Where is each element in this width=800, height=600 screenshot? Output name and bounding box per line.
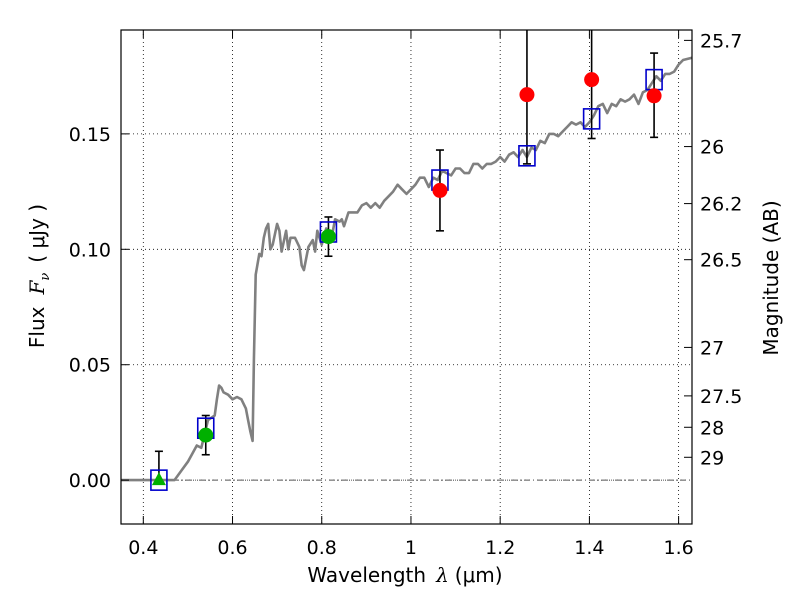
x-tick-label-1: 0.6 xyxy=(217,537,247,559)
x-tick-label-5: 1.4 xyxy=(574,537,604,559)
mag-tick-label-1: 26 xyxy=(700,137,724,159)
observed-points xyxy=(151,72,662,486)
x-axis-label: Wavelength xyxy=(307,563,426,587)
plot-frame xyxy=(120,29,693,525)
magnitude-ticks: 25.7 26 26.2 26.5 27 27.5 28 29 xyxy=(684,30,742,469)
x-tick-label-2: 0.8 xyxy=(307,537,337,559)
model-photometry-box-0 xyxy=(150,469,168,491)
mag-tick-label-6: 28 xyxy=(700,417,724,439)
y-tick-label-1: 0.05 xyxy=(69,355,111,377)
observed-point-5 xyxy=(584,72,600,88)
x-tick-label-6: 1.6 xyxy=(664,537,694,559)
x-ticks: 0.4 0.6 0.8 1 1.2 1.4 1.6 xyxy=(128,30,694,559)
y-tick-label-3: 0.15 xyxy=(69,124,111,146)
observed-triangle-0 xyxy=(151,472,166,486)
x-tick-label-4: 1.2 xyxy=(485,537,515,559)
mag-tick-label-3: 26.5 xyxy=(700,250,742,272)
model-spectrum-line xyxy=(121,56,693,482)
observed-point-3 xyxy=(432,182,448,198)
y-axis-unit: ( μJy ) xyxy=(25,204,49,263)
x-tick-label-3: 1 xyxy=(405,537,417,559)
mag-tick-label-0: 25.7 xyxy=(700,30,742,52)
observed-point-2 xyxy=(320,229,336,245)
observed-point-6 xyxy=(646,88,662,104)
y-axis-symbol: F xyxy=(25,280,49,296)
model-photometry-box-4 xyxy=(518,145,536,167)
y-tick-label-2: 0.10 xyxy=(69,239,111,261)
mag-tick-label-4: 27 xyxy=(700,337,724,359)
x-tick-label-0: 0.4 xyxy=(128,537,158,559)
y-tick-label-0: 0.00 xyxy=(69,470,111,492)
model-photometry-box-5 xyxy=(582,108,601,130)
mag-tick-label-5: 27.5 xyxy=(700,386,742,408)
observed-point-1 xyxy=(198,427,214,443)
y-axis-label: Flux xyxy=(25,306,49,348)
x-axis-symbol: λ xyxy=(435,563,449,587)
magnitude-axis-title: Magnitude (AB) xyxy=(759,200,783,355)
mag-tick-label-7: 29 xyxy=(700,447,724,469)
observed-point-4 xyxy=(519,87,535,103)
y-ticks: 0.00 0.05 0.10 0.15 xyxy=(69,124,129,492)
mag-tick-label-2: 26.2 xyxy=(700,194,742,216)
y-axis-title: Flux Fν ( μJy ) xyxy=(25,204,53,348)
y-axis-subscript: ν xyxy=(38,273,53,281)
x-axis-title: Wavelength λ (μm) xyxy=(307,563,502,587)
x-axis-unit: (μm) xyxy=(455,563,503,587)
